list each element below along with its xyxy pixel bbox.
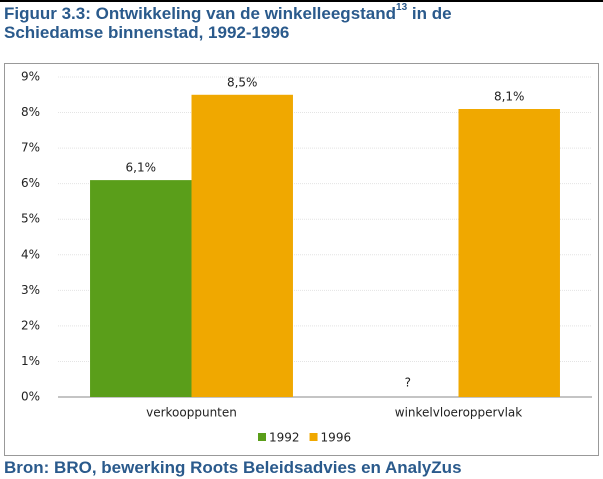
x-tick-label: winkelvloeroppervlak bbox=[395, 406, 523, 420]
y-tick-label: 7% bbox=[21, 141, 40, 155]
y-tick-label: 3% bbox=[21, 283, 40, 297]
title-text: in de bbox=[407, 4, 452, 23]
y-tick-label: 1% bbox=[21, 354, 40, 368]
y-tick-label: 0% bbox=[21, 390, 40, 404]
y-tick-label: 9% bbox=[21, 70, 40, 84]
data-label: 8,1% bbox=[494, 90, 525, 104]
title-text: Figuur 3.3: Ontwikkeling van de winkelle… bbox=[4, 4, 397, 23]
top-rule bbox=[0, 0, 603, 2]
chart-frame bbox=[4, 63, 599, 456]
footnote-ref: 13 bbox=[396, 2, 408, 14]
y-tick-label: 2% bbox=[21, 318, 40, 332]
y-tick-label: 4% bbox=[21, 247, 40, 261]
legend-swatch bbox=[258, 433, 266, 441]
figure-title: Figuur 3.3: Ontwikkeling van de winkelle… bbox=[4, 2, 599, 42]
data-label: 6,1% bbox=[126, 161, 157, 175]
y-tick-label: 8% bbox=[21, 105, 40, 119]
source-note: Bron: BRO, bewerking Roots Beleidsadvies… bbox=[4, 458, 462, 477]
bar bbox=[458, 109, 560, 397]
y-tick-label: 5% bbox=[21, 212, 40, 226]
data-label: ? bbox=[405, 376, 411, 390]
y-tick-label: 6% bbox=[21, 176, 40, 190]
data-label: 8,5% bbox=[227, 75, 258, 89]
legend-label: 1992 bbox=[269, 431, 300, 445]
bar bbox=[191, 94, 293, 398]
bar bbox=[90, 180, 192, 397]
legend-label: 1996 bbox=[321, 431, 352, 445]
legend-swatch bbox=[309, 433, 318, 441]
x-tick-label: verkooppunten bbox=[146, 406, 237, 420]
title-text: Schiedamse binnenstad, 1992-1996 bbox=[4, 23, 290, 42]
